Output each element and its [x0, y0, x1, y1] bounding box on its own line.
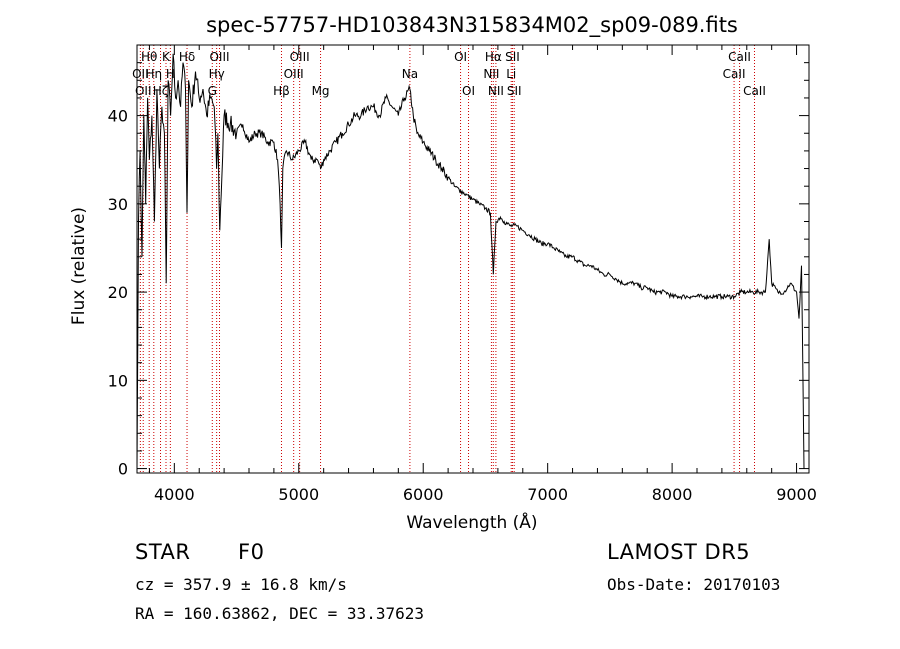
emission-line-labels: OII OII Hθ Hη Hζ KH Hδ G Hγ OIII Hβ OIII OIII Mg Na OI O… — [132, 50, 766, 98]
line-label-20: NII — [488, 84, 504, 98]
y-tick-label-4: 40 — [108, 107, 128, 126]
line-label-9: Hγ — [209, 67, 225, 81]
x-tick-label-3: 7000 — [527, 485, 568, 504]
line-label-26: CaII — [743, 84, 766, 98]
spectrum-series-line — [136, 53, 805, 469]
x-tick-label-0: 4000 — [154, 485, 195, 504]
x-tick-label-2: 6000 — [403, 485, 444, 504]
line-label-10: OIII — [209, 50, 229, 64]
observation-date-label: Obs-Date: 20170103 — [607, 575, 781, 594]
line-label-11: Hβ — [273, 84, 290, 98]
y-axis-ticks: 0 10 20 30 40 — [108, 62, 809, 479]
line-label-25: CaII — [728, 50, 751, 64]
line-label-7: Hδ — [179, 50, 195, 64]
x-axis-label: Wavelength (Å) — [406, 511, 537, 533]
line-label-16: OI — [454, 50, 467, 64]
line-label-22: SII — [505, 50, 520, 64]
line-label-0: OII — [132, 67, 149, 81]
line-label-13: OIII — [290, 50, 310, 64]
line-label-5: K — [162, 50, 171, 64]
x-tick-label-1: 5000 — [278, 485, 319, 504]
x-axis-ticks: 4000 5000 6000 7000 8000 9000 — [148, 45, 817, 504]
line-label-21: Li — [506, 67, 516, 81]
line-label-2: Hθ — [141, 50, 157, 64]
object-subclass-label: F0 — [238, 540, 265, 564]
line-label-18: NII — [483, 67, 499, 81]
y-axis-label: Flux (relative) — [69, 207, 89, 325]
object-class-label: STAR — [135, 540, 191, 564]
plot-frame — [136, 44, 810, 474]
line-label-14: Mg — [312, 84, 330, 98]
y-tick-label-0: 0 — [118, 460, 128, 479]
y-tick-label-2: 20 — [108, 283, 128, 302]
y-tick-label-1: 10 — [108, 371, 128, 390]
line-label-19: Hα — [485, 50, 502, 64]
line-label-23: SII — [507, 84, 522, 98]
y-tick-label-3: 30 — [108, 195, 128, 214]
x-tick-label-4: 8000 — [652, 485, 693, 504]
emission-line-markers — [139, 45, 755, 473]
line-label-17: OI — [462, 84, 475, 98]
line-label-4: Hζ — [153, 84, 169, 98]
redshift-velocity-label: cz = 357.9 ± 16.8 km/s — [135, 575, 347, 594]
line-label-3: Hη — [145, 67, 162, 81]
x-tick-label-5: 9000 — [776, 485, 817, 504]
line-label-24: CaII — [723, 67, 746, 81]
survey-label: LAMOST DR5 — [607, 540, 751, 564]
line-label-6: H — [166, 67, 175, 81]
chart-title: spec-57757-HD103843N315834M02_sp09-089.f… — [206, 13, 738, 38]
line-label-1: OII — [135, 84, 152, 98]
coordinates-label: RA = 160.63862, DEC = 33.37623 — [135, 604, 424, 623]
line-label-12: OIII — [284, 67, 304, 81]
line-label-8: G — [208, 84, 217, 98]
line-label-15: Na — [402, 67, 418, 81]
